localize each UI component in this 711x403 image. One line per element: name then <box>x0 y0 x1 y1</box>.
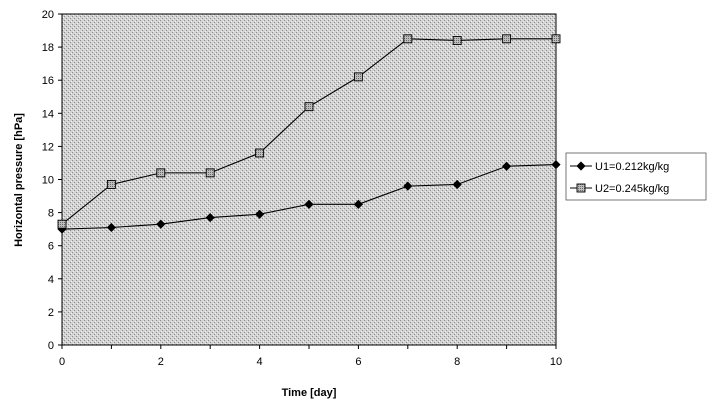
data-point <box>551 160 561 170</box>
data-point <box>353 199 363 209</box>
y-tick-label: 18 <box>42 42 54 54</box>
x-tick-label: 0 <box>59 356 65 368</box>
data-point <box>156 219 166 229</box>
legend-marker <box>576 183 586 193</box>
series-2 <box>57 34 561 229</box>
y-tick-label: 12 <box>42 141 54 153</box>
data-point <box>304 102 314 112</box>
x-tick-label: 10 <box>550 356 562 368</box>
series-1 <box>57 160 561 234</box>
legend: U1=0.212kg/kg U2=0.245kg/kg <box>565 152 707 201</box>
data-point <box>452 36 462 45</box>
data-point <box>255 148 265 158</box>
x-tick-label: 6 <box>355 356 361 368</box>
data-point <box>551 34 561 44</box>
data-point <box>106 180 116 189</box>
x-tick-label: 2 <box>158 356 164 368</box>
y-tick-label: 16 <box>42 75 54 87</box>
y-tick-label: 14 <box>42 108 54 120</box>
data-point <box>205 168 215 178</box>
y-axis-title: Horizontal pressure [hPa] <box>13 113 25 247</box>
legend-item: U1=0.212kg/kg <box>570 161 669 173</box>
x-axis-title: Time [day] <box>282 387 337 399</box>
data-point <box>502 161 512 171</box>
x-tick-label: 4 <box>257 356 263 368</box>
y-tick-label: 8 <box>48 208 54 220</box>
data-point <box>106 222 116 233</box>
data-point <box>403 181 413 191</box>
y-axis: 0 2 4 6 8 10 12 14 16 18 20 <box>42 9 62 352</box>
legend-marker <box>576 161 586 171</box>
plot-area <box>61 13 557 346</box>
x-tick-label: 8 <box>454 356 460 368</box>
data-point <box>353 72 363 82</box>
series-layer <box>57 34 561 234</box>
y-tick-label: 20 <box>42 9 54 21</box>
data-point <box>304 199 314 209</box>
x-axis: 0 2 4 6 8 10 <box>59 345 562 368</box>
data-point <box>205 212 215 223</box>
data-point <box>255 209 265 219</box>
y-tick-label: 4 <box>48 274 54 286</box>
y-tick-label: 6 <box>48 241 54 253</box>
legend-label: U1=0.212kg/kg <box>595 161 669 173</box>
y-tick-label: 2 <box>48 307 54 319</box>
data-point <box>502 34 512 44</box>
y-tick-label: 0 <box>48 340 54 352</box>
y-tick-label: 10 <box>42 175 54 187</box>
legend-box <box>565 152 707 201</box>
data-point <box>403 34 413 44</box>
data-point <box>57 219 67 229</box>
legend-item: U2=0.245kg/kg <box>570 183 669 195</box>
legend-label: U2=0.245kg/kg <box>595 183 669 195</box>
data-point <box>156 168 166 178</box>
data-point <box>452 179 462 190</box>
